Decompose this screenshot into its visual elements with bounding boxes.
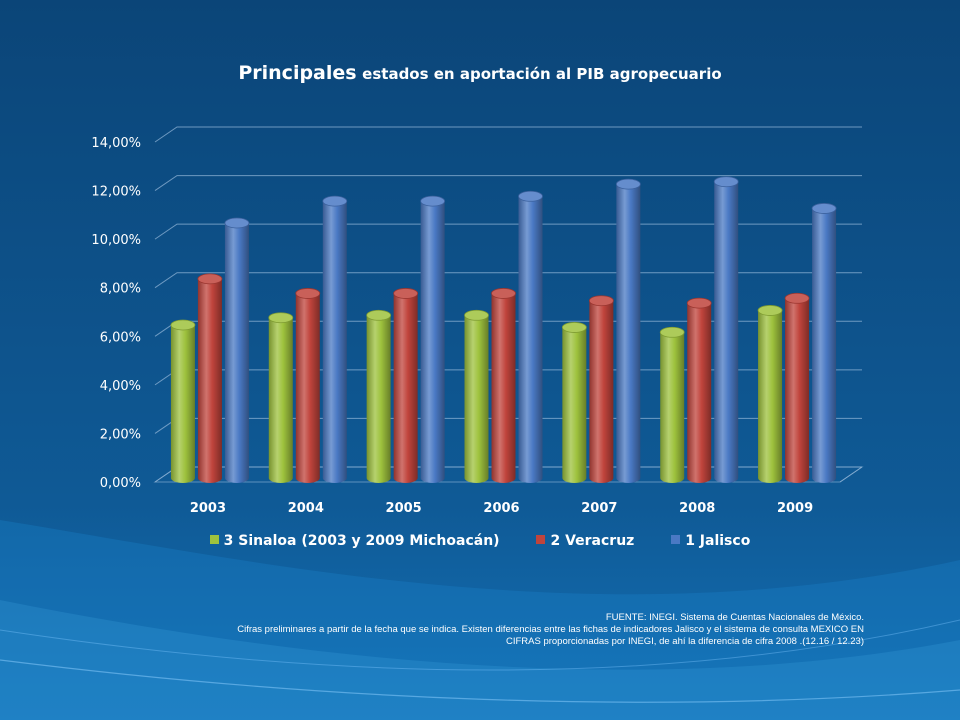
- y-tick-label: 6,00%: [100, 330, 141, 345]
- bar-2006-3-top: [518, 190, 543, 202]
- source-note-line-3: CIFRAS proporcionadas por INEGI, de ahí …: [505, 636, 864, 647]
- bar-2006-2-top: [491, 288, 516, 299]
- bar-2008-3: [714, 181, 739, 483]
- legend-label-veracruz: 2 Veracruz: [550, 533, 635, 549]
- legend-item-veracruz: 2 Veracruz: [536, 533, 634, 549]
- y-tick-label: 10,00%: [91, 233, 141, 248]
- bar-2006-2: [491, 293, 516, 483]
- bar-2008-1: [660, 332, 685, 483]
- bar-2007-3-top: [615, 178, 641, 190]
- source-note-line-1: FUENTE: INEGI. Sistema de Cuentas Nacion…: [605, 612, 864, 623]
- bar-2005-1: [366, 315, 391, 483]
- bar-2004-1-top: [268, 312, 294, 324]
- bar-2004-3: [322, 201, 347, 483]
- bar-2009-3-top: [811, 203, 837, 214]
- bar-2009-2-top: [784, 292, 810, 304]
- bar-2007-1: [562, 327, 587, 483]
- legend-swatch-jalisco: [671, 535, 681, 544]
- x-tick-label: 2009: [777, 501, 813, 516]
- bar-2009-3: [812, 208, 837, 483]
- y-tick-label: 12,00%: [91, 185, 141, 200]
- bar-2007-2-top: [588, 295, 614, 307]
- bar-2004-3-top: [322, 195, 348, 207]
- bar-2007-2: [589, 300, 614, 483]
- x-tick-label: 2003: [190, 501, 226, 516]
- bar-2007-1-top: [561, 322, 587, 333]
- bar-2009-1-top: [757, 305, 783, 316]
- bar-2003-1: [170, 325, 195, 483]
- bar-2003-3: [224, 223, 249, 483]
- chart-title: Principales estados en aportación al PIB…: [0, 62, 960, 84]
- bar-2005-2: [393, 293, 418, 483]
- legend-swatch-veracruz: [536, 535, 546, 544]
- bar-2003-1-top: [170, 319, 196, 331]
- y-tick-label: 8,00%: [100, 282, 141, 297]
- x-tick-label: 2005: [386, 501, 422, 516]
- bar-2008-2: [687, 303, 712, 483]
- y-tick-label: 2,00%: [100, 427, 141, 442]
- legend-item-jalisco: 1 Jalisco: [671, 533, 750, 549]
- x-tick-label: 2008: [679, 501, 715, 516]
- chart-edge: [839, 466, 863, 483]
- legend-item-sinaloa: 3 Sinaloa (2003 y 2009 Michoacán): [209, 533, 500, 549]
- bar-2004-2-top: [295, 288, 321, 299]
- gridline: [154, 175, 862, 191]
- bar-2005-3-top: [420, 195, 446, 207]
- bar-2006-1-top: [464, 309, 489, 321]
- x-tick-label: 2004: [288, 501, 324, 516]
- chart-title-rest: estados en aportación al PIB agropecuari…: [362, 65, 722, 83]
- bar-2008-2-top: [686, 297, 712, 309]
- bar-2003-2: [197, 278, 222, 483]
- y-tick-label: 0,00%: [100, 476, 141, 491]
- gridline: [154, 272, 862, 289]
- bar-2003-3-top: [224, 217, 250, 229]
- bar-2004-2: [295, 293, 320, 483]
- legend-label-jalisco: 1 Jalisco: [685, 533, 751, 549]
- source-note-line-2: Cifras preliminares a partir de la fecha…: [237, 624, 864, 635]
- legend-label-sinaloa: 3 Sinaloa (2003 y 2009 Michoacán): [223, 533, 500, 549]
- bar-2005-3: [420, 201, 445, 483]
- x-tick-label: 2006: [483, 501, 519, 516]
- bar-2008-3-top: [713, 176, 739, 188]
- bar-2009-1: [758, 310, 783, 483]
- gridline: [154, 223, 862, 240]
- bar-2006-1: [464, 315, 489, 483]
- y-tick-label: 4,00%: [100, 379, 141, 394]
- bar-2003-2-top: [197, 273, 223, 285]
- bar-2005-1-top: [366, 309, 392, 321]
- x-tick-label: 2007: [581, 501, 617, 516]
- source-note: FUENTE: INEGI. Sistema de Cuentas Nacion…: [104, 612, 864, 648]
- chart-title-main: Principales: [238, 62, 357, 84]
- bar-2007-3: [616, 184, 641, 483]
- bar-2005-2-top: [393, 288, 419, 299]
- bar-2006-3: [518, 196, 543, 484]
- chart-legend: 3 Sinaloa (2003 y 2009 Michoacán) 2 Vera…: [0, 533, 960, 549]
- legend-swatch-sinaloa: [209, 535, 219, 544]
- bar-2008-1-top: [659, 326, 685, 338]
- bar-2004-1: [268, 317, 293, 483]
- gridline: [154, 126, 862, 143]
- bar-2009-2: [785, 298, 810, 483]
- y-tick-label: 14,00%: [91, 136, 141, 151]
